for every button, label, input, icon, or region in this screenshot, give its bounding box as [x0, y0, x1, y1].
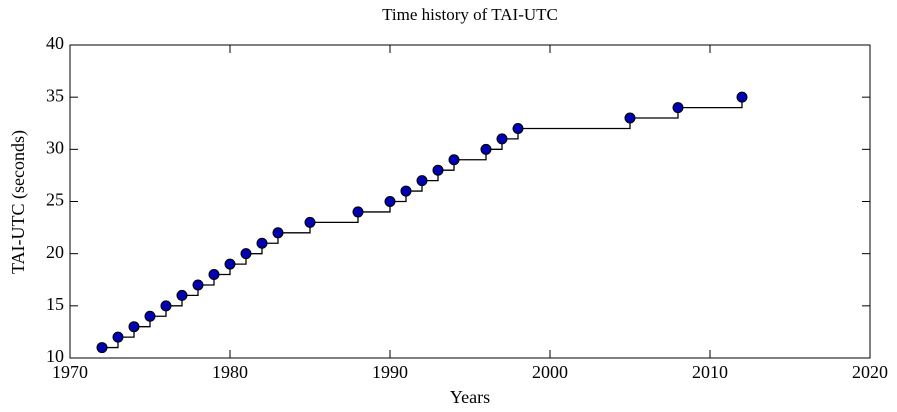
data-point: [96, 342, 108, 354]
data-point: [448, 154, 460, 166]
chart-title: Time history of TAI-UTC: [382, 5, 558, 24]
x-tick-label: 1970: [52, 362, 88, 382]
x-tick-label: 2000: [532, 362, 568, 382]
x-tick-label: 1990: [372, 362, 408, 382]
data-point: [624, 112, 636, 124]
step-line: [310, 211, 359, 224]
x-tick-label: 2020: [852, 362, 888, 382]
x-tick-label: 2010: [692, 362, 728, 382]
data-point: [496, 133, 508, 145]
y-tick-label: 40: [46, 33, 64, 53]
data-point: [240, 248, 252, 260]
data-point: [416, 175, 428, 187]
data-point: [256, 237, 268, 249]
data-point: [352, 206, 364, 218]
data-point: [272, 227, 284, 239]
step-line: [518, 118, 631, 130]
data-point: [128, 321, 140, 333]
data-point: [512, 122, 524, 134]
step-line: [630, 107, 679, 119]
data-point: [480, 143, 492, 155]
x-tick-label: 1980: [212, 362, 248, 382]
data-point: [160, 300, 172, 312]
y-tick-label: 35: [46, 85, 64, 105]
data-point: [384, 196, 396, 207]
x-axis-label: Years: [450, 387, 490, 407]
data-point: [400, 185, 412, 197]
y-tick-label: 15: [46, 294, 64, 314]
data-point: [224, 258, 236, 270]
data-point: [112, 331, 124, 343]
y-axis-label: TAI-UTC (seconds): [8, 130, 29, 274]
data-point: [176, 289, 188, 301]
y-tick-label: 20: [46, 242, 64, 262]
step-line: [678, 97, 743, 109]
data-point: [304, 216, 316, 228]
y-tick-label: 30: [46, 137, 64, 157]
y-tick-label: 25: [46, 190, 64, 210]
data-point: [144, 310, 156, 322]
data-point: [736, 91, 748, 103]
data-point: [672, 102, 684, 114]
data-point: [192, 279, 204, 291]
y-tick-label: 10: [46, 346, 64, 366]
plot-frame: [69, 44, 871, 359]
data-point: [432, 164, 444, 176]
data-point: [208, 269, 220, 281]
